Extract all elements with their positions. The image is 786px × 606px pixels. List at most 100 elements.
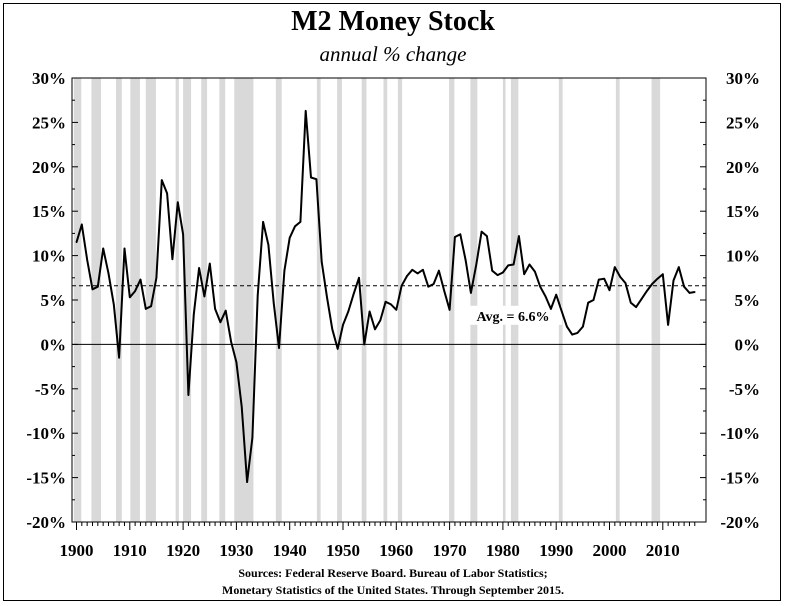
data-point (160, 179, 163, 181)
x-tick-label: 1930 (219, 541, 253, 560)
data-point (182, 233, 184, 236)
data-point (294, 225, 296, 228)
y-tick-label-right: -5% (729, 380, 760, 399)
recession-bar (275, 78, 282, 522)
recession-bar (449, 78, 455, 522)
data-point (491, 269, 494, 272)
x-tick-label: 1940 (273, 541, 307, 560)
data-point (176, 201, 179, 204)
data-point (214, 308, 216, 310)
data-point (683, 285, 685, 288)
x-tick-label: 1910 (113, 541, 147, 560)
data-point (576, 332, 579, 334)
data-point (693, 291, 696, 293)
data-point (635, 306, 637, 308)
data-point (134, 290, 136, 292)
average-label-bg (464, 305, 562, 325)
data-point (470, 292, 472, 294)
data-point (512, 263, 515, 266)
recession-bar (470, 78, 478, 522)
y-tick-label-left: 0% (41, 335, 67, 354)
y-tick-label-right: 30% (726, 69, 760, 88)
data-point (150, 305, 152, 308)
data-point (619, 276, 621, 278)
y-tick-label-right: 0% (735, 335, 761, 354)
data-point (411, 269, 414, 271)
y-tick-label-left: 20% (32, 158, 66, 177)
x-tick-label: 1920 (166, 541, 200, 560)
data-point (118, 356, 120, 359)
y-tick-label-right: 20% (726, 158, 760, 177)
x-tick-label: 1960 (379, 541, 413, 560)
data-point (219, 321, 222, 324)
data-point (598, 278, 600, 281)
data-point (566, 325, 568, 328)
recession-bar (361, 78, 367, 522)
data-point (422, 269, 424, 271)
data-point (518, 235, 520, 237)
data-point (251, 436, 254, 439)
data-point (155, 277, 158, 279)
y-tick-label-right: -10% (720, 424, 760, 443)
data-point (86, 259, 88, 261)
data-point (166, 192, 168, 195)
data-point (262, 221, 264, 223)
data-point (534, 270, 536, 273)
data-point (326, 296, 328, 299)
data-point (464, 259, 467, 261)
data-point (208, 262, 211, 265)
data-point (646, 290, 648, 292)
x-tick-label: 2010 (646, 541, 680, 560)
y-tick-label-left: -15% (26, 469, 66, 488)
data-point (192, 313, 195, 316)
sources-line-2: Monetary Statistics of the United States… (222, 583, 564, 597)
data-point (368, 310, 371, 313)
average-label: Avg. = 6.6% (476, 310, 549, 325)
data-point (614, 266, 616, 268)
data-point (384, 300, 387, 303)
data-point (91, 288, 94, 291)
data-point (640, 298, 643, 300)
data-point (187, 394, 190, 396)
recession-bar (130, 78, 140, 522)
x-tick-label: 1990 (539, 541, 573, 560)
y-tick-label-left: 10% (32, 247, 66, 266)
data-point (523, 273, 526, 276)
recession-bar (502, 78, 506, 522)
data-point (475, 263, 478, 266)
y-tick-label-left: 25% (32, 113, 66, 132)
data-point (331, 328, 334, 331)
data-point (662, 273, 664, 276)
data-point (688, 292, 691, 294)
data-point (342, 324, 344, 326)
x-tick-label: 1980 (486, 541, 520, 560)
y-tick-label-right: -20% (720, 513, 760, 532)
data-point (240, 405, 243, 408)
recession-bar (91, 78, 102, 522)
data-point (390, 303, 392, 306)
data-point (171, 258, 174, 260)
recession-bar (145, 78, 156, 522)
recession-bar (337, 78, 342, 522)
x-tick-label: 1970 (433, 541, 467, 560)
recession-bar (397, 78, 403, 522)
data-point (507, 264, 510, 267)
y-tick-label-left: -10% (26, 424, 66, 443)
recession-bar (615, 78, 620, 522)
data-point (454, 236, 456, 238)
data-point (352, 292, 355, 295)
data-point (544, 295, 547, 298)
data-point (123, 247, 126, 250)
data-point (320, 261, 323, 263)
recession-bar (115, 78, 122, 522)
chart-subtitle: annual % change (319, 42, 467, 66)
data-point (299, 221, 302, 223)
y-tick-label-left: -20% (26, 513, 66, 532)
y-tick-label-left: 15% (32, 202, 66, 221)
recession-bar (183, 78, 192, 522)
data-point (288, 237, 291, 239)
data-point (97, 285, 99, 288)
x-tick-label: 1900 (60, 541, 94, 560)
data-point (347, 310, 350, 313)
